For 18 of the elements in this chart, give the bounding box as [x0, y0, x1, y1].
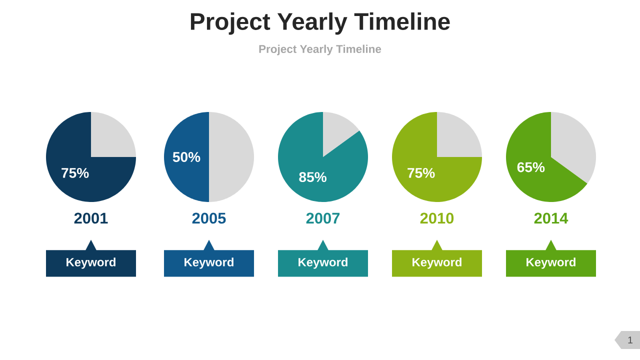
text: 2007	[306, 212, 340, 224]
text: Keyword	[298, 258, 348, 269]
text: 2001	[74, 212, 108, 224]
data-label: 50%	[172, 152, 200, 162]
text: Keyword	[526, 258, 576, 269]
text: 1	[628, 336, 632, 344]
text: Keyword	[184, 258, 234, 269]
data-label: 75%	[408, 168, 435, 178]
chart-title: Project Yearly Timeline	[190, 12, 450, 35]
text: 2010	[420, 212, 454, 224]
data-label: 65%	[517, 162, 545, 172]
data-label: 75%	[62, 168, 89, 178]
text: 2005	[192, 212, 226, 224]
text: Keyword	[412, 258, 462, 269]
data-label: 85%	[299, 172, 326, 182]
text: Keyword	[66, 258, 116, 269]
chart-subtitle: Project Yearly Timeline	[259, 44, 382, 56]
text: 2014	[534, 212, 568, 224]
